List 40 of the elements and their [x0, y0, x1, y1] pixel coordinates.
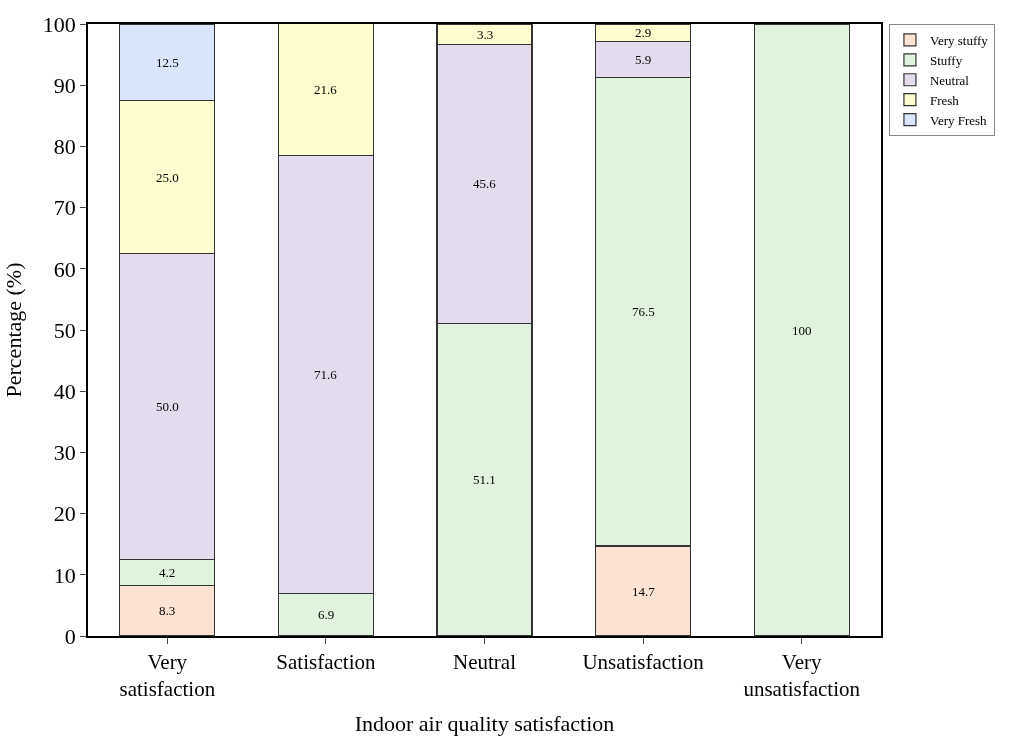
y-tick-label: 90: [53, 72, 76, 98]
bar: [753, 24, 850, 636]
y-tick-label: 100: [42, 11, 76, 37]
x-tick-label: Very unsatisfaction: [743, 649, 861, 702]
y-tick-label: 50: [53, 317, 76, 343]
y-tick-label: 0: [64, 623, 76, 649]
data-label: 8.3: [159, 603, 176, 618]
x-tick-label: Satisfaction: [276, 649, 376, 674]
legend-label: Fresh: [929, 92, 960, 108]
data-label: 2.9: [635, 25, 652, 40]
data-label: 71.6: [314, 367, 338, 382]
y-tick-label: 40: [53, 378, 76, 404]
y-tick-label: 10: [53, 562, 76, 588]
data-label: 21.6: [314, 82, 338, 97]
data-label: 5.9: [635, 52, 652, 67]
legend-label: Stuffy: [929, 52, 963, 68]
data-label: 50.0: [156, 399, 179, 414]
x-tick-label: Unsatisfaction: [582, 649, 705, 674]
y-tick-label: 80: [53, 134, 76, 160]
legend-label: Very Fresh: [929, 112, 988, 128]
data-label: 100: [792, 323, 812, 338]
data-label: 51.1: [473, 472, 496, 487]
legend-label: Very stuffy: [929, 33, 989, 49]
data-label: 45.6: [473, 176, 497, 191]
y-tick-label: 20: [53, 501, 76, 527]
x-axis-title: Indoor air quality satisfaction: [354, 710, 615, 736]
y-tick-label: 30: [53, 440, 76, 466]
data-label: 3.3: [477, 27, 494, 42]
y-tick-label: 70: [53, 195, 76, 221]
data-label: 6.9: [318, 607, 335, 622]
data-label: 12.5: [156, 55, 179, 70]
data-label: 4.2: [159, 565, 176, 580]
x-tick-label: Very satisfaction: [119, 649, 216, 702]
y-axis-title: Percentage (%): [1, 262, 27, 398]
x-tick-label: Neutral: [453, 649, 517, 674]
legend-label: Neutral: [929, 72, 970, 88]
data-label: 25.0: [156, 170, 179, 185]
y-tick-label: 60: [53, 256, 76, 282]
data-label: 14.7: [632, 584, 656, 599]
data-label: 76.5: [632, 304, 655, 319]
